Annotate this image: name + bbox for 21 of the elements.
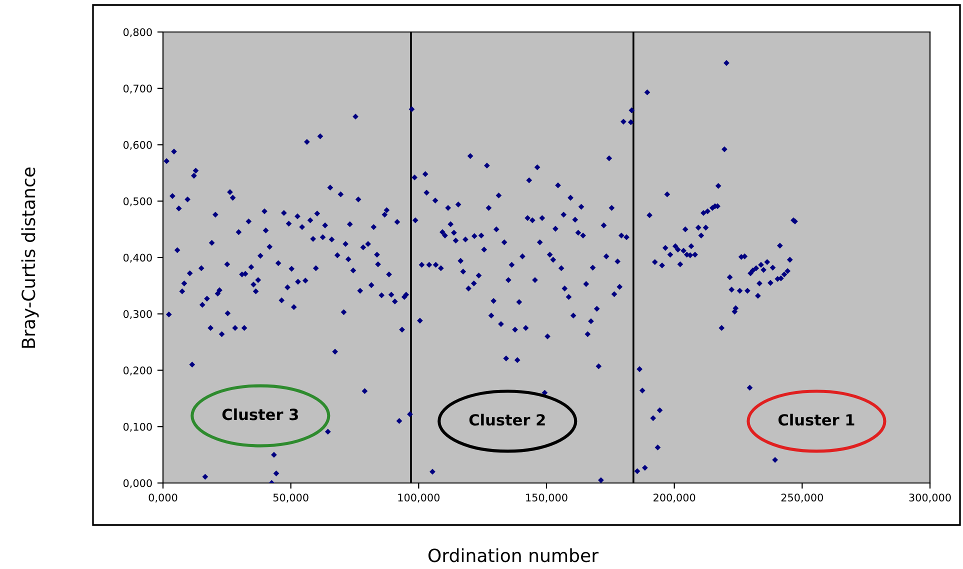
y-tick-label: 0,400	[123, 254, 152, 263]
annotation: Cluster 3	[222, 408, 298, 420]
x-tick-label: 200,000	[654, 494, 696, 503]
y-tick-label: 0,800	[123, 28, 152, 38]
y-tick-label: 0,700	[123, 84, 152, 94]
y-tick-label: 0,300	[123, 310, 152, 320]
y-tick-label: 0,500	[123, 197, 152, 206]
annotation: Cluster 1	[778, 414, 854, 426]
x-tick-label: 100,000	[398, 494, 440, 503]
annotation: Cluster 2	[469, 414, 545, 426]
x-tick-label: 50,000	[273, 494, 308, 503]
x-tick-label: 150,000	[526, 494, 568, 503]
y-tick-label: 0,000	[123, 479, 152, 488]
y-tick-label: 0,600	[123, 140, 152, 150]
x-tick-label: 0,000	[148, 494, 178, 503]
x-tick-label: 250,000	[781, 494, 824, 503]
y-tick-label: 0,200	[123, 366, 152, 376]
x-axis-title: Ordination number	[428, 548, 599, 562]
x-tick-label: 300,000	[909, 494, 951, 503]
y-tick-label: 0,100	[123, 422, 152, 432]
y-axis-title: Bray-Curtis distance	[21, 167, 39, 348]
